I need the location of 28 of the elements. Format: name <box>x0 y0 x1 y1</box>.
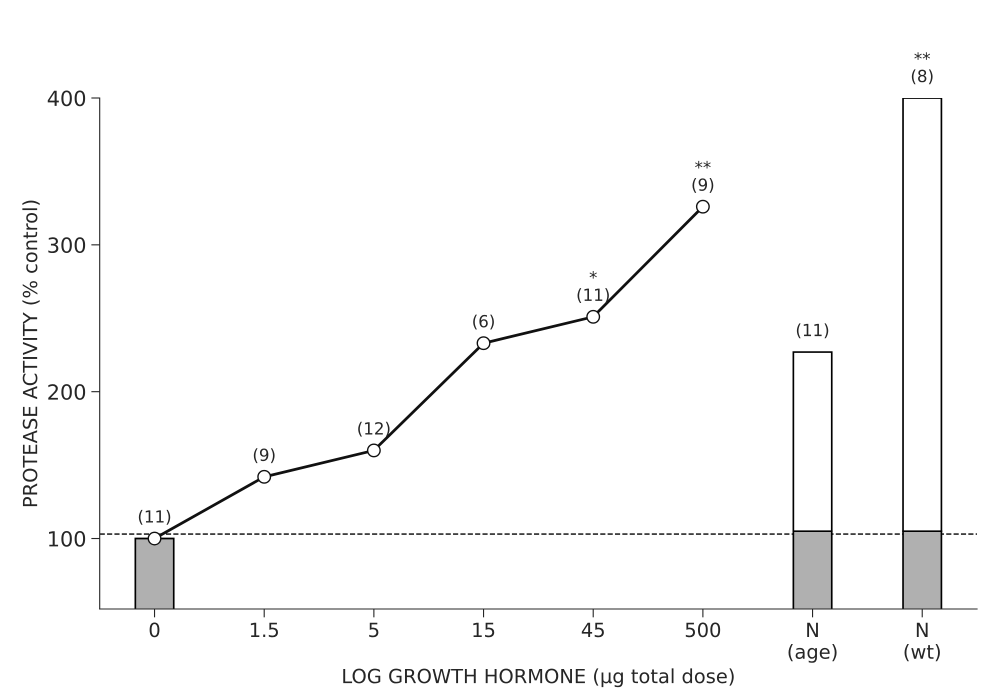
point <box>586 310 600 324</box>
annotation: (11) <box>796 323 828 338</box>
y-tick-label: 300 <box>48 237 86 254</box>
x-tick-label: N (age) <box>788 622 837 663</box>
x-tick-label: 1.5 <box>250 622 278 638</box>
annotation: (9) <box>254 448 275 464</box>
x-tick-label: 15 <box>473 622 494 638</box>
annotation: (11) <box>138 510 170 525</box>
y-tick-label: 400 <box>48 90 86 106</box>
y-tick-label: 200 <box>48 384 86 400</box>
annotation: ** (9) <box>692 160 714 193</box>
annotation: (6) <box>473 314 494 330</box>
x-tick-label: 45 <box>582 622 604 638</box>
point <box>257 470 272 484</box>
point <box>476 336 490 350</box>
x-axis-title: LOG GROWTH HORMONE (μg total dose) <box>343 668 734 688</box>
x-tick-label: N (wt) <box>904 622 940 662</box>
annotation: ** (8) <box>912 52 933 84</box>
x-tick-label: 5 <box>369 622 378 638</box>
x-tick-label: 500 <box>686 622 720 638</box>
y-tick-label: 100 <box>49 530 86 547</box>
point <box>148 532 162 546</box>
y-axis-title: PROTEASE ACTIVITY (% control) <box>22 200 40 506</box>
annotation: * (11) <box>578 271 609 304</box>
annotation: (12) <box>358 422 390 437</box>
x-tick-label: 0 <box>150 622 160 638</box>
point <box>696 200 710 214</box>
point <box>366 443 381 458</box>
